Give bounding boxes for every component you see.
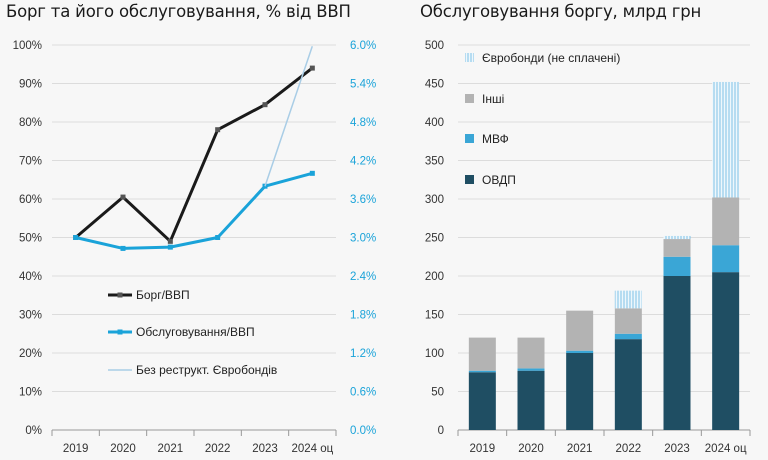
x-tick-label: 2024 оц: [291, 443, 333, 455]
x-tick-label: 2020: [518, 443, 544, 455]
debt-line-chart: 0% 10% 20% 30% 40% 50% 60% 70% 80% 90% 100% 0.0% 0.6…: [13, 40, 377, 455]
x-tick-label: 2021: [158, 443, 184, 455]
legend-marker: [117, 329, 123, 335]
legend-marker: [117, 292, 123, 298]
bar-segment: [614, 333, 642, 340]
y-tick-label: 400: [425, 117, 444, 129]
bar-segment: [517, 337, 545, 369]
data-point: [309, 170, 315, 176]
y-tick-label: 250: [425, 233, 444, 245]
data-point: [262, 102, 268, 108]
y-left-tick-label: 40%: [19, 271, 42, 283]
bar-segment: [468, 337, 496, 371]
data-point: [73, 235, 79, 240]
bar-segment: [712, 81, 740, 198]
bar-segment: [614, 339, 642, 430]
legend-label: ОВДП: [482, 173, 516, 187]
y-right-tick-label: 4.2%: [350, 156, 376, 168]
data-point: [167, 244, 173, 250]
bar-segment: [614, 308, 642, 334]
y-left-tick-label: 30%: [19, 310, 42, 322]
legend-label: Борг/ВВП: [136, 288, 190, 302]
y-left-tick-label: 50%: [19, 233, 42, 245]
bar-segment: [663, 256, 691, 276]
bar-segment: [517, 370, 545, 430]
legend-swatch: [465, 94, 474, 103]
y-tick-label: 300: [425, 194, 444, 206]
y-right-tick-label: 3.0%: [350, 233, 376, 245]
y-left-tick-label: 100%: [13, 40, 42, 52]
chart-title: Обслуговування боргу, млрд грн: [420, 2, 702, 21]
bar-segment: [712, 245, 740, 273]
x-tick-label: 2023: [664, 443, 690, 455]
x-tick-label: 2019: [470, 443, 496, 455]
y-right-tick-label: 0.0%: [350, 425, 376, 437]
x-tick-label: 2019: [63, 443, 89, 455]
y-right-tick-label: 2.4%: [350, 271, 376, 283]
y-tick-label: 100: [425, 348, 444, 360]
bar-segment: [712, 272, 740, 430]
y-tick-label: 0: [438, 425, 444, 437]
y-right-tick-label: 3.6%: [350, 194, 376, 206]
y-left-tick-label: 90%: [19, 79, 42, 91]
y-tick-label: 50: [431, 387, 444, 399]
series-line: [264, 46, 314, 187]
data-point: [309, 65, 315, 71]
x-tick-label: 2022: [205, 443, 231, 455]
y-tick-label: 350: [425, 156, 444, 168]
y-right-tick-label: 5.4%: [350, 79, 376, 91]
y-left-tick-label: 20%: [19, 348, 42, 360]
x-tick-label: 2022: [616, 443, 642, 455]
debt-service-panel: Обслуговування боргу, млрд грн 0 50 100 150…: [392, 0, 768, 460]
bar-segment: [566, 350, 594, 353]
y-left-tick-label: 80%: [19, 117, 42, 129]
bar-segment: [712, 197, 740, 246]
legend-swatch: [465, 175, 474, 184]
bar-segment: [468, 370, 496, 373]
data-point: [120, 245, 126, 251]
y-left-tick-label: 70%: [19, 156, 42, 168]
y-right-tick-label: 0.6%: [350, 387, 376, 399]
y-right-tick-label: 1.2%: [350, 348, 376, 360]
x-tick-label: 2021: [567, 443, 593, 455]
y-right-tick-label: 1.8%: [350, 310, 376, 322]
debt-gdp-panel: Борг та його обслуговування, % від ВВП 0…: [6, 2, 377, 455]
x-tick-label: 2020: [110, 443, 136, 455]
y-left-tick-label: 10%: [19, 387, 42, 399]
series-line: [74, 66, 314, 243]
bar-segment: [468, 372, 496, 430]
chart-title: Борг та його обслуговування, % від ВВП: [6, 2, 351, 21]
y-tick-label: 200: [425, 271, 444, 283]
bar-segment: [663, 276, 691, 430]
series-line: [75, 171, 313, 250]
bar-segment: [614, 290, 642, 309]
data-point: [215, 235, 221, 240]
y-left-tick-label: 0%: [25, 425, 42, 437]
legend-label: Обслуговування/ВВП: [136, 325, 255, 339]
legend-label: Інші: [482, 92, 504, 106]
data-point: [167, 238, 173, 244]
legend-swatch: [465, 134, 474, 143]
y-right-tick-label: 4.8%: [350, 117, 376, 129]
bar-segment: [663, 239, 691, 257]
legend-label: Євробонди (не сплачені): [482, 51, 620, 65]
legend-label: Без реструкт. Євробондів: [136, 363, 277, 377]
data-point: [215, 127, 221, 133]
x-tick-label: 2024 оц: [705, 443, 747, 455]
data-point: [120, 194, 126, 200]
x-tick-label: 2023: [252, 443, 278, 455]
y-tick-label: 500: [425, 40, 444, 52]
legend-label: МВФ: [482, 132, 509, 146]
y-left-tick-label: 60%: [19, 194, 42, 206]
bar-segment: [517, 368, 545, 371]
y-tick-label: 150: [425, 310, 444, 322]
bar-segment: [566, 353, 594, 430]
bar-segment: [566, 310, 594, 351]
debt-service-bar-chart: 0 50 100 150 200 250 300 350 400 450 500 2019 2020 20…: [425, 40, 751, 455]
y-tick-label: 450: [425, 79, 444, 91]
y-right-tick-label: 6.0%: [350, 40, 376, 52]
legend-swatch: [465, 53, 474, 62]
bar-segment: [663, 235, 691, 240]
